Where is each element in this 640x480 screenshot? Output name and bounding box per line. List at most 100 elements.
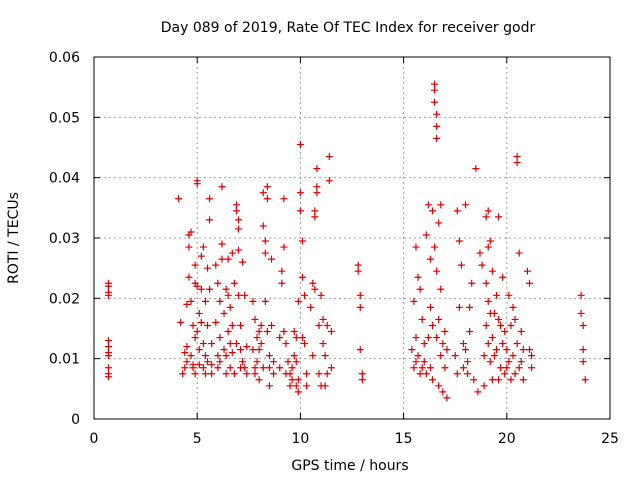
data-point [208, 370, 216, 378]
data-point [181, 349, 189, 357]
y-tick-label: 0.05 [49, 110, 80, 126]
data-point [528, 352, 536, 360]
plot-frame [93, 56, 611, 420]
data-point [104, 282, 112, 290]
data-points [104, 80, 589, 402]
data-point [214, 279, 222, 287]
data-point [212, 261, 220, 269]
data-point [189, 364, 197, 372]
data-point [439, 388, 447, 396]
data-point [183, 358, 191, 366]
data-point [255, 346, 263, 354]
data-point [199, 340, 207, 348]
data-point [259, 364, 267, 372]
data-point [218, 183, 226, 191]
data-point [193, 180, 201, 188]
data-point [453, 370, 461, 378]
data-point [175, 195, 183, 203]
data-point [303, 370, 311, 378]
data-point [418, 364, 426, 372]
data-point [441, 328, 449, 336]
data-point [523, 267, 531, 275]
data-point [177, 318, 185, 326]
data-point [255, 376, 263, 384]
data-point [232, 340, 240, 348]
data-point [462, 201, 470, 209]
data-point [259, 189, 267, 197]
data-point [431, 98, 439, 106]
x-axis-label: GPS time / hours [291, 458, 408, 474]
data-point [327, 328, 335, 336]
data-point [261, 237, 269, 245]
y-axis-label: ROTI / TECUs [6, 192, 22, 284]
data-point [187, 297, 195, 305]
data-point [226, 340, 234, 348]
data-point [224, 328, 232, 336]
data-point [313, 183, 321, 191]
data-point [497, 321, 505, 329]
data-point [251, 315, 259, 323]
data-point [288, 376, 296, 384]
data-point [268, 255, 276, 263]
data-point [455, 303, 463, 311]
data-point [197, 318, 205, 326]
data-point [241, 291, 249, 299]
data-point [296, 140, 304, 148]
data-point [185, 243, 193, 251]
data-point [228, 321, 236, 329]
data-point [503, 364, 511, 372]
data-point [239, 358, 247, 366]
data-point [439, 340, 447, 348]
data-point [212, 318, 220, 326]
data-point [435, 315, 443, 323]
data-point [290, 328, 298, 336]
data-point [201, 370, 209, 378]
data-point [261, 249, 269, 257]
data-point [515, 249, 523, 257]
data-point [104, 373, 112, 381]
data-point [206, 216, 214, 224]
data-point [201, 352, 209, 360]
data-point [307, 303, 315, 311]
data-point [311, 213, 319, 221]
data-point [280, 243, 288, 251]
data-point [495, 315, 503, 323]
data-point [414, 273, 422, 281]
data-point [185, 273, 193, 281]
data-point [290, 352, 298, 360]
data-point [191, 370, 199, 378]
data-point [268, 321, 276, 329]
data-point [220, 309, 228, 317]
data-point [428, 376, 436, 384]
data-point [420, 358, 428, 366]
data-point [484, 207, 492, 215]
data-point [317, 291, 325, 299]
data-point [224, 255, 232, 263]
data-point [226, 364, 234, 372]
data-point [354, 261, 362, 269]
data-point [431, 80, 439, 88]
data-point [437, 201, 445, 209]
data-point [270, 370, 278, 378]
data-point [507, 376, 515, 384]
data-point [480, 382, 488, 390]
data-point [424, 201, 432, 209]
data-point [325, 177, 333, 185]
data-point [263, 195, 271, 203]
data-point [222, 352, 230, 360]
data-point [197, 285, 205, 293]
data-point [426, 303, 434, 311]
data-point [437, 285, 445, 293]
data-point [323, 321, 331, 329]
data-point [257, 321, 265, 329]
data-point [490, 352, 498, 360]
data-point [511, 315, 519, 323]
data-point [270, 358, 278, 366]
data-point [204, 358, 212, 366]
data-point [303, 382, 311, 390]
data-point [220, 346, 228, 354]
data-point [433, 267, 441, 275]
data-point [358, 370, 366, 378]
x-tick-label: 20 [498, 431, 516, 447]
data-point [422, 231, 430, 239]
